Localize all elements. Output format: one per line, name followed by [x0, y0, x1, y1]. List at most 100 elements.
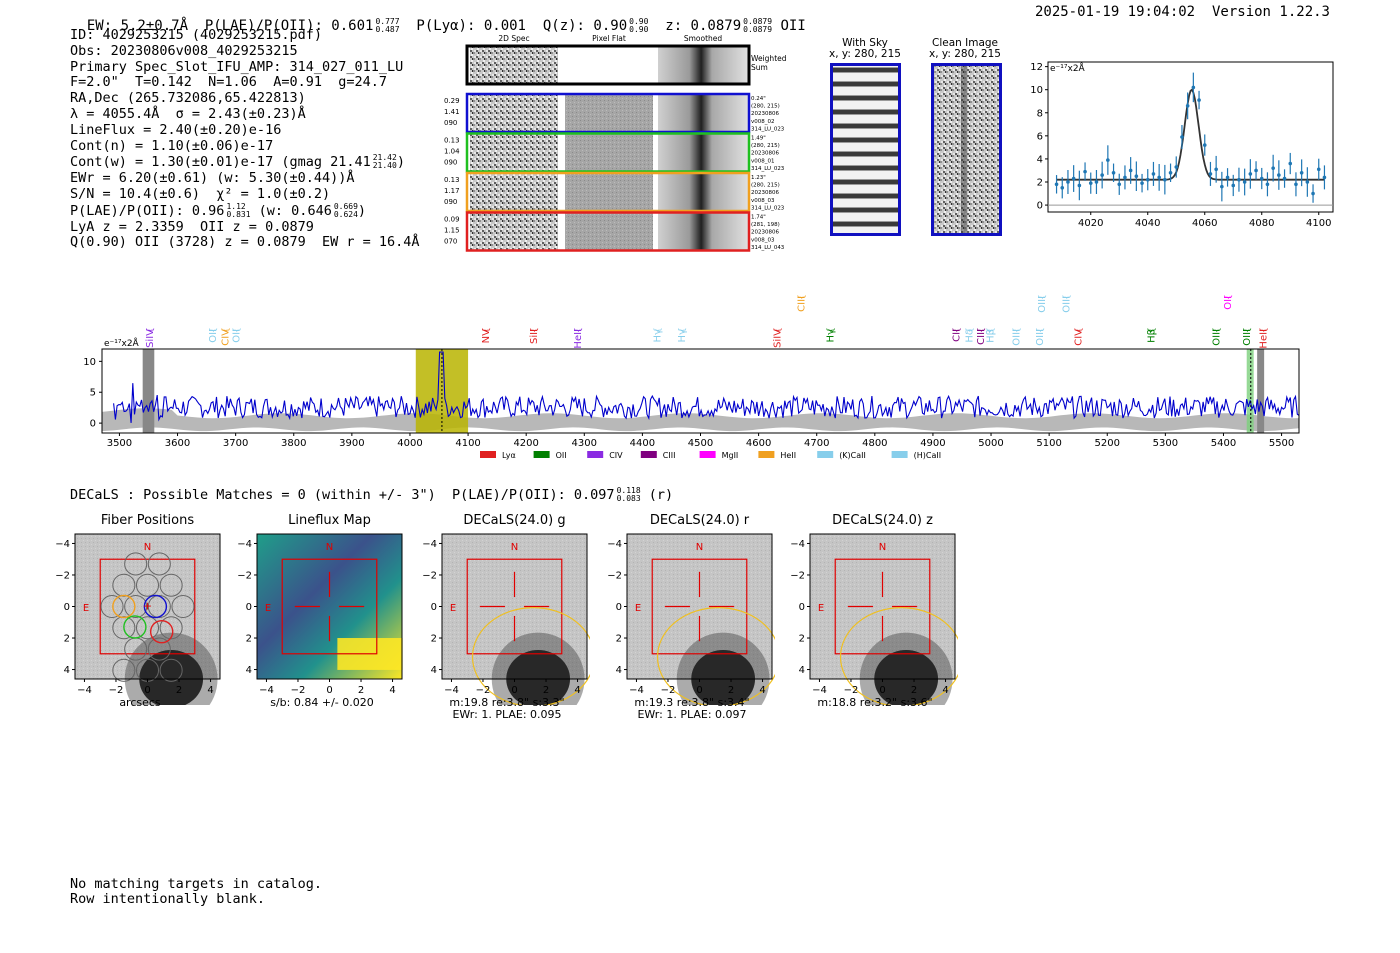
- info-contn: Cont(n) = 1.10(±0.06)e-17: [70, 137, 274, 154]
- north-label: N: [511, 542, 518, 553]
- catalog-note-line2: Row intentionally blank.: [70, 891, 266, 907]
- data-point: [1282, 176, 1287, 181]
- line-marker-brace: {: [1062, 294, 1072, 300]
- fiber-circle: [159, 658, 183, 682]
- fiber-stat: 0.13: [444, 176, 460, 184]
- fiber-circle: [159, 616, 183, 640]
- data-point: [1151, 172, 1156, 176]
- north-label: N: [879, 542, 886, 553]
- data-point: [1054, 182, 1059, 187]
- with-sky-title: With Sky x, y: 280, 215: [815, 38, 915, 60]
- header-z-lo: 0.0879: [743, 25, 773, 34]
- line-marker-label: Hγ: [677, 329, 688, 343]
- fiber-meta: 314_LU_023: [751, 126, 785, 132]
- fiber-cutout-row: 0.09 1.15 070 1.74"(281, 198) 20230806v008_0…: [444, 211, 785, 252]
- legend-swatch: [891, 451, 908, 458]
- fiber-circle: [159, 573, 183, 597]
- line-marker-label: SiII: [529, 329, 540, 344]
- fiber-pixel-flat: [565, 94, 653, 132]
- selected-fiber: [143, 594, 168, 619]
- panel-title: Fiber Positions: [100, 513, 195, 528]
- data-point: [1100, 173, 1104, 177]
- east-label: E: [265, 603, 271, 614]
- data-point: [1163, 177, 1167, 182]
- info-plae-text: P(LAE)/P(OII): 0.96: [70, 202, 225, 219]
- x-tick-label: −4: [444, 685, 459, 696]
- selected-fiber: [149, 619, 174, 644]
- imaging-panel: N E −4 4 −2 2 0 0 2 −2 4 −4: [790, 533, 958, 705]
- x-tick-label: 0: [696, 685, 702, 696]
- x-tick-label: 3800: [281, 438, 306, 449]
- header-qz-hi: 0.90: [629, 17, 649, 26]
- legend-entry: CIV: [587, 451, 623, 460]
- x-tick-label: 3600: [165, 438, 190, 449]
- info-plae: P(LAE)/P(OII): 0.96 1.12 0.831 (w: 0.646 0.…: [70, 202, 420, 220]
- timestamp: 2025-01-19 19:04:02: [1034, 4, 1196, 20]
- y-tick-label: 6: [1037, 131, 1043, 142]
- line-marker-brace: {: [222, 327, 232, 333]
- legend-swatch: [587, 451, 604, 458]
- north-label: N: [144, 542, 151, 553]
- target-marker: +: [143, 600, 152, 613]
- x-tick-label: −4: [629, 685, 644, 696]
- spectrum-line: [113, 351, 1300, 423]
- legend-entry: (K)CaII: [817, 451, 866, 460]
- y-tick-label: 0: [246, 602, 252, 613]
- fiber-circle: [100, 594, 124, 619]
- line-marker-brace: {: [574, 327, 584, 333]
- line-marker-label: SiIV: [145, 329, 156, 348]
- x-tick-label: 4080: [1249, 218, 1274, 229]
- y-tick-label: −2: [422, 570, 437, 581]
- line-marker-brace: {: [1259, 327, 1269, 333]
- data-point: [1106, 158, 1110, 162]
- x-tick-label: 0: [326, 685, 332, 696]
- cutout-col-title: Smoothed: [684, 34, 723, 43]
- data-point: [1077, 183, 1082, 188]
- legend-label: HeII: [780, 451, 796, 460]
- line-marker-brace: {: [233, 327, 243, 333]
- x-tick-label: 4400: [630, 438, 655, 449]
- line-marker-label: OIII: [1035, 329, 1046, 346]
- data-point: [1214, 167, 1218, 172]
- legend-label: MgII: [722, 451, 739, 460]
- data-point: [1197, 98, 1201, 102]
- fiber-stat: 0.09: [444, 216, 460, 224]
- panel-caption-line1: m:19.8 re:3.8" s:3.3": [449, 696, 565, 709]
- info-lambda: λ = 4055.4Å σ = 2.43(±0.23)Å: [70, 105, 306, 122]
- fiber-pixel-flat: [565, 212, 653, 251]
- line-marker-label: CIV: [221, 329, 232, 346]
- data-point: [1168, 170, 1173, 175]
- east-label: E: [83, 603, 89, 614]
- x-tick-label: −2: [476, 685, 491, 696]
- legend-swatch: [758, 451, 775, 458]
- legend-label: (K)CaII: [839, 451, 866, 460]
- data-point: [1237, 177, 1241, 182]
- x-tick-label: 5500: [1269, 438, 1294, 449]
- y-tick-label: 4: [64, 665, 70, 676]
- line-marker-label: NV: [481, 329, 492, 343]
- line-marker-label: SiIV: [773, 329, 784, 348]
- x-tick-label: 0: [144, 685, 150, 696]
- fiber-pixel-flat: [565, 133, 653, 172]
- data-point: [1220, 184, 1224, 189]
- x-tick-label: 4000: [397, 438, 422, 449]
- imaging-panel: N E −4 4 −2 2 0 0 2 −2 4 −4: [607, 533, 775, 705]
- data-point: [1208, 172, 1213, 176]
- line-marker-label: Hδ: [964, 329, 975, 343]
- fiber-smoothed: [658, 94, 748, 132]
- y-tick-label: −4: [422, 539, 437, 550]
- data-point: [1145, 177, 1150, 182]
- y-tick-label: −4: [790, 539, 805, 550]
- fiber-circle: [124, 552, 148, 576]
- line-marker-brace: {: [482, 327, 492, 333]
- fiber-cutout-row: 0.13 1.17 090 1.23" (280, 215)20230806 v008_0…: [444, 171, 785, 213]
- info-contw-hi: 21.42: [372, 153, 397, 163]
- fiber-meta: 20230806: [751, 151, 779, 157]
- fiber-meta: v008_02: [751, 119, 775, 125]
- header-plae: P(LAE)/P(OII): 0.601: [204, 18, 374, 34]
- fiber-meta: 1.23": [751, 175, 766, 181]
- data-point: [1174, 165, 1179, 169]
- legend-entry: Lyα: [480, 451, 516, 460]
- header-line: OII: [780, 18, 806, 34]
- sky-image: [442, 534, 587, 679]
